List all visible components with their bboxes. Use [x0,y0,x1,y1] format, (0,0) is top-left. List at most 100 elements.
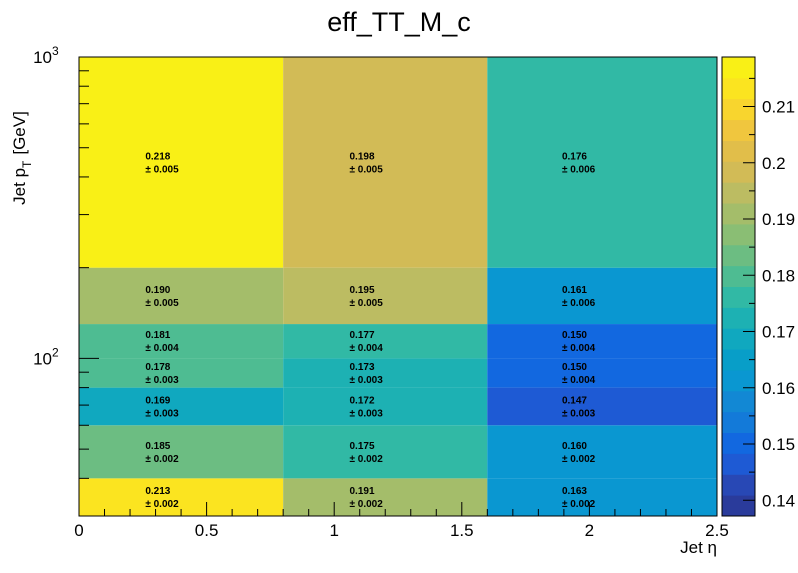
heatmap-cell [283,358,488,388]
colorbar-swatch [722,57,755,79]
x-tick-label: 1.5 [450,521,474,540]
cell-error-label: ± 0.002 [145,454,179,465]
cell-error-label: ± 0.003 [350,375,384,386]
heatmap-cell [79,57,284,268]
heatmap-cell [79,425,284,479]
cell-value-label: 0.213 [145,486,170,497]
cell-error-label: ± 0.006 [562,298,596,309]
cell-error-label: ± 0.003 [350,408,384,419]
cell-error-label: ± 0.005 [350,164,384,175]
cell-value-label: 0.160 [562,441,587,452]
heatmap-cell [487,478,717,516]
colorbar-swatch [722,432,755,454]
x-tick-label: 1 [329,521,338,540]
cell-error-label: ± 0.002 [350,454,384,465]
colorbar-swatch [722,349,755,371]
colorbar-swatch [722,140,755,162]
cell-value-label: 0.163 [562,486,587,497]
x-tick-label: 2.5 [705,521,729,540]
cell-error-label: ± 0.002 [562,499,596,510]
y-axis-label-main: Jet p [10,168,29,205]
cell-value-label: 0.191 [350,486,375,497]
heatmap-cell [487,267,717,325]
cell-error-label: ± 0.003 [145,408,179,419]
cell-value-label: 0.169 [145,395,170,406]
colorbar-swatch [722,119,755,141]
colorbar-swatch [722,474,755,496]
x-tick-label: 0 [74,521,83,540]
colorbar-swatch [722,265,755,287]
cell-error-label: ± 0.004 [145,343,179,354]
heatmap-cell [487,358,717,388]
colorbar-tick-label: 0.15 [762,435,795,454]
cell-error-label: ± 0.006 [562,164,596,175]
colorbar-tick-label: 0.14 [762,491,795,510]
cell-error-label: ± 0.002 [145,499,179,510]
x-axis-label: Jet η [680,538,717,557]
heatmap-cell [487,57,717,268]
y-tick-base: 10 [33,48,52,67]
y-axis-label-unit: [GeV] [10,111,29,154]
cell-value-label: 0.150 [562,362,587,373]
x-tick-label: 0.5 [195,521,219,540]
cell-error-label: ± 0.003 [145,375,179,386]
colorbar-tick-label: 0.21 [762,98,795,117]
cell-error-label: ± 0.002 [350,499,384,510]
cell-error-label: ± 0.005 [145,298,179,309]
heatmap-cell [487,387,717,426]
colorbar-swatch [722,286,755,308]
colorbar-swatch [722,495,755,517]
cell-error-label: ± 0.002 [562,454,596,465]
cell-value-label: 0.175 [350,441,375,452]
heatmap-cells [79,57,717,516]
plot-frame [78,56,718,517]
cell-value-label: 0.190 [145,285,170,296]
heatmap-cell [487,425,717,479]
cell-value-label: 0.161 [562,285,587,296]
cell-value-label: 0.218 [145,151,170,162]
cell-error-label: ± 0.004 [350,343,384,354]
cell-error-label: ± 0.004 [562,375,596,386]
heatmap-cell [283,387,488,426]
colorbar-tick-label: 0.17 [762,323,795,342]
colorbar-tick-label: 0.16 [762,379,795,398]
cell-error-label: ± 0.004 [562,343,596,354]
y-tick-label: 10 [33,349,52,368]
heatmap-cell [283,324,488,359]
chart-title: eff_TT_M_c [327,7,471,37]
heatmap-cell [79,324,284,359]
cell-value-label: 0.181 [145,330,170,341]
colorbar-tick-label: 0.2 [762,154,786,173]
cell-value-label: 0.147 [562,395,587,406]
heatmap-cell [487,324,717,359]
colorbar-tick-label: 0.18 [762,266,795,285]
colorbar-swatch [722,98,755,121]
y-tick-exponent: 3 [52,44,59,58]
cell-value-label: 0.150 [562,330,587,341]
x-tick-label: 2 [585,521,594,540]
y-axis-label: Jet pT [GeV] [10,111,34,205]
y-tick-label: 10 [33,48,52,67]
cell-value-label: 0.178 [145,362,170,373]
heatmap-cell-labels: 0.213 ± 0.002 0.191 ± 0.002 0.163 ± 0.002 0.18… [145,151,595,510]
colorbar-swatch [722,161,755,183]
cell-value-label: 0.177 [350,330,375,341]
heatmap-cell [283,425,488,479]
colorbar-swatch [722,328,755,350]
colorbar-swatch [722,203,755,225]
cell-error-label: ± 0.003 [562,408,596,419]
cell-value-label: 0.185 [145,441,170,452]
cell-error-label: ± 0.005 [350,298,384,309]
cell-value-label: 0.172 [350,395,375,406]
colorbar-swatch [722,307,755,329]
heatmap-cell [283,267,488,325]
y-tick-base: 10 [33,349,52,368]
heatmap-cell [79,358,284,388]
heatmap-cell [283,57,488,268]
colorbar-swatch [722,244,755,267]
cell-error-label: ± 0.005 [145,164,179,175]
y-axis-label-sub: T [20,160,34,168]
colorbar: 0.14 0.15 0.16 0.17 0.18 0.19 0.2 0.21 [721,56,795,517]
